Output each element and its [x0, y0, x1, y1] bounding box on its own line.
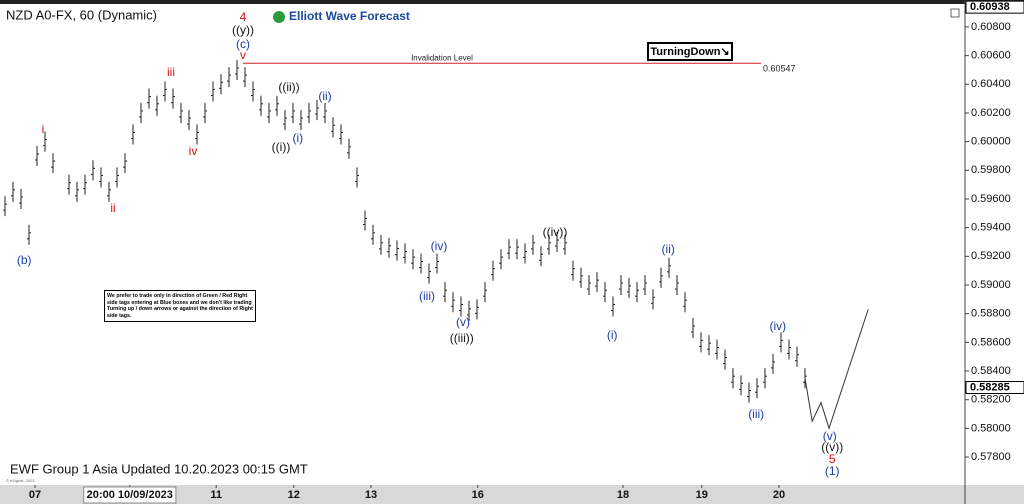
top-border [0, 0, 1024, 4]
wave-label: ((iii)) [450, 331, 474, 345]
wave-label: (v) [456, 315, 470, 329]
invalidation-label: Invalidation Level [411, 53, 473, 62]
x-tick-label: 20 [773, 489, 785, 501]
x-tick-label: 18 [617, 489, 629, 501]
x-tick-label: 13 [365, 489, 377, 501]
y-tick-label: 0.58400 [971, 365, 1011, 377]
wave-label: ((iv)) [543, 225, 568, 239]
wave-label: iii [167, 65, 175, 79]
settings-icon[interactable] [950, 8, 960, 18]
x-tick-label-box [83, 486, 177, 504]
y-tick-label: 0.58000 [971, 422, 1011, 434]
wave-label: (ii) [318, 89, 331, 103]
wave-label: v [240, 48, 246, 62]
y-tick-label: 0.60400 [971, 78, 1011, 90]
wave-label: (iv) [431, 239, 448, 253]
wave-label: ii [110, 201, 115, 215]
x-tick-label: 19 [696, 489, 708, 501]
price-mark-box [965, 381, 1024, 395]
wave-label: ((v)) [821, 440, 843, 454]
y-tick-label: 0.58800 [971, 308, 1011, 320]
y-tick-label: 0.60800 [971, 21, 1011, 33]
y-tick-label: 0.58600 [971, 336, 1011, 348]
y-tick-label: 0.58200 [971, 394, 1011, 406]
brand-logo [273, 11, 285, 23]
price-mark: 0.58285 [970, 381, 1010, 393]
y-tick-label: 0.60200 [971, 107, 1011, 119]
wave-label: ((ii)) [278, 80, 299, 94]
time-axis-strip [0, 485, 1024, 504]
wave-label: (i) [292, 131, 303, 145]
tag: TurningDown↘ [650, 46, 729, 58]
price-mark-box [965, 0, 1024, 14]
wave-label: 5 [829, 452, 836, 466]
y-tick-label: 0.60600 [971, 50, 1011, 62]
x-tick-label: 11 [210, 489, 222, 501]
wave-label: (v) [823, 429, 837, 443]
wave-label: (1) [825, 464, 840, 478]
footer: EWF Group 1 Asia Updated 10.20.2023 00:1… [10, 461, 308, 476]
x-tick-label: 12 [288, 489, 300, 501]
x-tick-label: 07 [29, 489, 41, 501]
wave-label: (ii) [662, 242, 675, 256]
y-tick-label: 0.60000 [971, 136, 1011, 148]
y-tick-label: 0.59400 [971, 222, 1011, 234]
wave-label: (c) [236, 37, 250, 51]
x-tick-label: 16 [472, 489, 484, 501]
tag-box [647, 42, 733, 61]
y-tick-label: 0.59000 [971, 279, 1011, 291]
y-tick-label: 0.57800 [971, 451, 1011, 463]
wave-label: 4 [240, 10, 247, 24]
price-mark: 0.60938 [970, 1, 1010, 13]
y-tick-label: 0.59200 [971, 250, 1011, 262]
copyright: © eSignal, 2023 [6, 478, 35, 483]
wave-label: (b) [17, 253, 32, 267]
projection-line [804, 309, 869, 431]
x-tick-label: 20:00 10/09/2023 [87, 489, 173, 501]
wave-label: ((i)) [272, 140, 291, 154]
wave-label: i [42, 122, 45, 136]
chart-title: NZD A0-FX, 60 (Dynamic) [6, 7, 157, 22]
note: We prefer to trade only in direction of … [104, 290, 256, 322]
wave-label: iv [189, 144, 198, 158]
brand: Elliott Wave Forecast [289, 9, 410, 23]
wave-label: (iv) [769, 319, 786, 333]
invalidation-value: 0.60547 [763, 64, 796, 74]
wave-label: (i) [607, 328, 618, 342]
wave-label: ((y)) [232, 23, 254, 37]
y-tick-label: 0.59600 [971, 193, 1011, 205]
wave-label: (iii) [419, 289, 435, 303]
wave-label: (iii) [748, 407, 764, 421]
y-tick-label: 0.59800 [971, 164, 1011, 176]
